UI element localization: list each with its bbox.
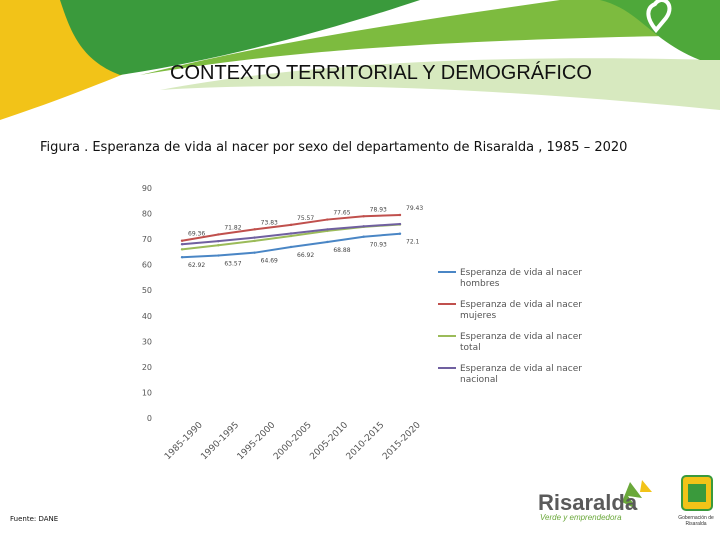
x-tick-label: 1990-1995 (199, 420, 241, 462)
x-tick-label: 2010-2015 (345, 420, 387, 462)
data-label: 75.57 (297, 215, 314, 222)
data-point (362, 225, 365, 228)
y-tick-label: 80 (142, 210, 152, 219)
data-point (326, 240, 329, 244)
figure-caption: Figura . Esperanza de vida al nacer por … (40, 140, 628, 155)
data-point (217, 239, 220, 243)
y-tick-label: 10 (142, 388, 152, 397)
risaralda-logo (622, 475, 713, 511)
y-tick-label: 20 (142, 363, 152, 372)
y-tick-label: 70 (142, 235, 152, 244)
slide-title: CONTEXTO TERRITORIAL Y DEMOGRÁFICO (170, 62, 592, 84)
data-label: 70.93 (370, 242, 387, 249)
data-label: 72.1 (406, 239, 420, 246)
y-tick-label: 0 (147, 414, 152, 423)
y-tick-label: 60 (142, 261, 152, 270)
x-tick-label: 1995-2000 (236, 420, 278, 462)
data-point (398, 232, 402, 235)
data-point (289, 232, 293, 235)
data-point (289, 223, 293, 227)
data-label: 73.83 (261, 219, 278, 226)
source-note: Fuente: DANE (10, 515, 59, 523)
data-label: 78.93 (370, 206, 387, 213)
data-point (398, 222, 402, 226)
data-label: 66.92 (297, 252, 314, 259)
y-tick-label: 90 (142, 184, 152, 193)
banner-pale-green-swoosh (160, 58, 720, 110)
banner-right-swoosh (600, 0, 720, 60)
coat-of-arms-inner-icon (688, 484, 706, 502)
data-point (326, 228, 329, 231)
y-tick-label: 50 (142, 286, 152, 295)
data-label: 79.43 (406, 205, 423, 212)
data-label: 77.65 (333, 210, 350, 217)
data-point (253, 228, 256, 231)
logo-brand: Risaralda (538, 490, 638, 515)
banner-graphic (0, 0, 720, 120)
data-point (180, 243, 184, 246)
data-label: 71.82 (224, 224, 241, 231)
x-tick-label: 2000-2005 (272, 420, 314, 462)
data-point (180, 256, 184, 259)
y-tick-label: 40 (142, 312, 152, 321)
data-point (253, 251, 256, 254)
data-label: 68.88 (333, 247, 350, 254)
banner-light-green-swoosh (140, 0, 720, 75)
data-point (289, 234, 293, 238)
data-point (362, 235, 365, 238)
legend-entry: Esperanza de vida al nacer mujeres (460, 300, 582, 321)
data-point (253, 239, 256, 243)
data-label: 62.92 (188, 262, 205, 269)
x-tick-label: 1985-1990 (163, 420, 205, 462)
data-point (217, 254, 220, 257)
data-label: 64.69 (261, 258, 278, 265)
legend-entry: Esperanza de vida al nacer nacional (460, 364, 582, 385)
banner-green-swoosh (60, 0, 420, 75)
logo-leaf-icon (640, 480, 652, 492)
data-point (180, 239, 184, 242)
data-point (217, 233, 220, 236)
header-banner (0, 0, 720, 130)
data-point (289, 245, 293, 249)
logo-star-icon (622, 482, 642, 510)
gov-label: Gobernación de Risaralda (678, 515, 714, 527)
heart-icon (646, 0, 672, 34)
x-tick-label: 2015-2020 (381, 420, 423, 462)
data-point (362, 215, 365, 218)
data-point (253, 236, 256, 239)
data-point (217, 244, 220, 247)
data-label: 69.36 (188, 231, 205, 238)
data-point (398, 213, 402, 217)
legend-entry: Esperanza de vida al nacer total (460, 332, 582, 353)
data-point (180, 248, 184, 251)
legend-entry: Esperanza de vida al nacer hombres (460, 268, 582, 289)
data-point (326, 218, 329, 221)
data-label: 63.57 (224, 261, 241, 268)
y-tick-label: 30 (142, 337, 152, 346)
logo-tagline: Verde y emprendedora (540, 513, 622, 522)
x-tick-label: 2005-2010 (308, 420, 350, 462)
